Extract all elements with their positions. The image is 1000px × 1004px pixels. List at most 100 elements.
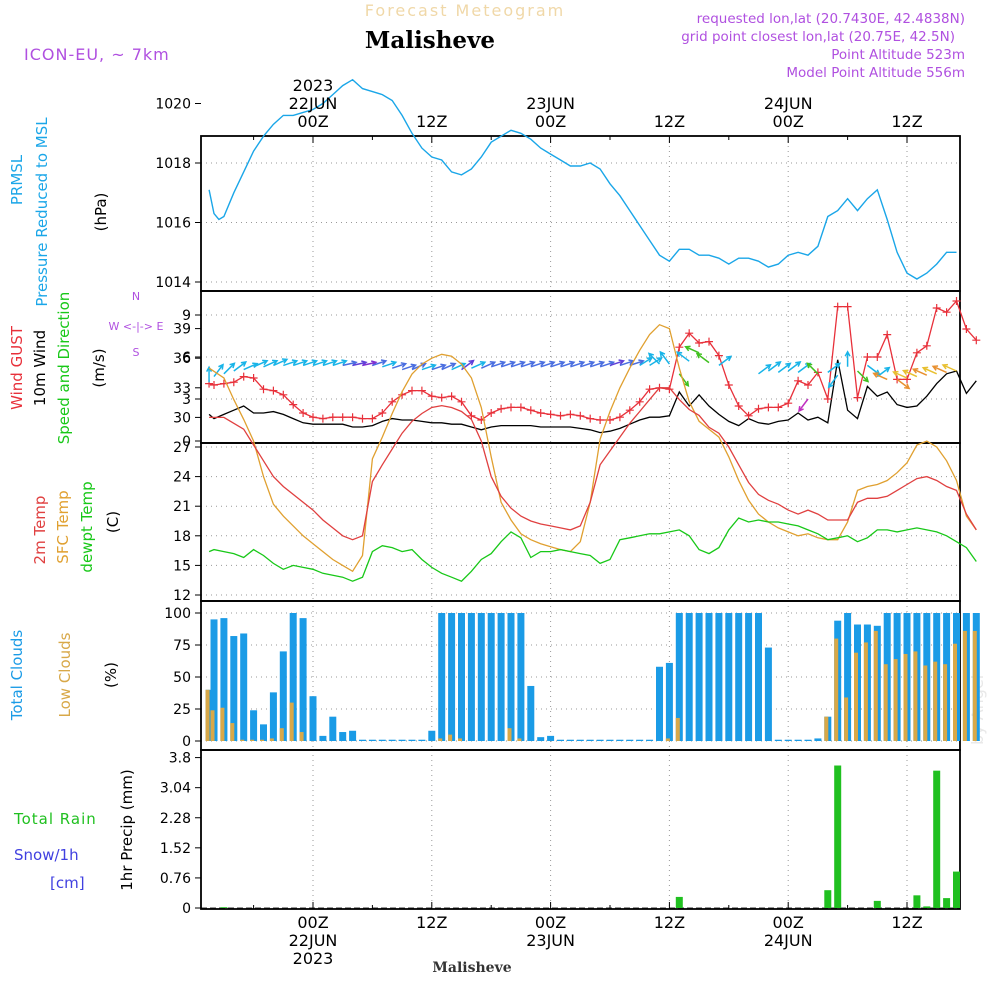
total-clouds-bar xyxy=(279,651,287,741)
wind-direction-arrow xyxy=(540,360,556,368)
total-clouds-bar xyxy=(527,685,535,741)
low-clouds-bar xyxy=(260,739,264,741)
low-clouds-bar xyxy=(933,661,938,741)
total-clouds-bar xyxy=(537,737,545,741)
total-clouds-bar xyxy=(606,739,614,741)
clouds-units: (%) xyxy=(102,662,120,688)
precip-units: 1hr Precip (mm) xyxy=(118,769,136,890)
low-clouds-bar xyxy=(220,707,225,741)
gust-marker xyxy=(507,403,515,412)
total-clouds-bar xyxy=(487,613,495,741)
top-time-label: 12Z xyxy=(416,112,447,131)
bottom-time-label: 2023 xyxy=(293,949,334,968)
compass-west-east: W <-|-> E xyxy=(109,320,164,333)
wind-direction-arrow xyxy=(263,359,279,368)
gust-marker xyxy=(883,330,892,339)
wind-direction-arrow xyxy=(580,360,596,368)
gust-marker xyxy=(625,406,634,415)
wind-speed-line xyxy=(208,359,977,434)
gust-marker xyxy=(536,409,545,417)
total-clouds-bar xyxy=(784,739,792,741)
snow-units-label: [cm] xyxy=(50,874,85,892)
2m-temp-label: 2m Temp xyxy=(31,496,49,565)
top-time-label: 23JUN xyxy=(526,94,575,113)
wind-direction-arrow xyxy=(283,359,299,367)
gust-marker xyxy=(309,413,317,422)
gust-marker xyxy=(635,397,644,406)
wind-direction-arrow xyxy=(931,365,947,374)
wind-direction-arrow xyxy=(382,360,398,368)
gust-marker xyxy=(289,400,298,409)
wind-direction-arrow xyxy=(911,368,928,376)
panel-frame xyxy=(200,135,961,292)
total-clouds-bar xyxy=(725,613,733,741)
gust-marker xyxy=(843,302,852,311)
gust-marker xyxy=(863,353,872,361)
y-tick-label: 1020 xyxy=(155,97,191,113)
gust-marker xyxy=(556,411,565,420)
y-tick-label: 1.52 xyxy=(160,841,191,857)
gust-marker xyxy=(566,410,575,419)
panel-frame xyxy=(200,442,961,602)
gust-label: Wind GUST xyxy=(8,325,26,410)
total-clouds-bar xyxy=(260,724,267,741)
wind-direction-arrow xyxy=(302,359,319,367)
gust-marker xyxy=(259,385,268,394)
wind-direction-arrow xyxy=(471,361,487,369)
bottom-time-label: 24JUN xyxy=(764,931,813,950)
gust-marker xyxy=(903,375,911,384)
wind-direction-arrow xyxy=(431,363,447,371)
gust-marker xyxy=(942,308,951,317)
total-clouds-bar xyxy=(616,739,624,741)
low-clouds-bar xyxy=(299,732,304,741)
low-clouds-bar xyxy=(923,665,928,741)
wind-direction-arrow xyxy=(213,363,224,378)
gust-marker xyxy=(714,351,723,360)
low-clouds-bar xyxy=(507,728,512,741)
total-clouds-bar xyxy=(646,739,654,741)
gust-marker xyxy=(586,414,595,423)
y-tick-label: 15 xyxy=(173,558,191,574)
rain-bar xyxy=(943,898,951,908)
wind-direction-arrow xyxy=(921,366,938,375)
y-tick-label: 33 xyxy=(173,381,191,397)
y-tick-label: 3.8 xyxy=(169,751,191,767)
y-tick-label: 3 xyxy=(182,392,191,408)
bottom-time-label: 23JUN xyxy=(526,931,575,950)
gust-marker xyxy=(922,341,931,350)
low-clouds-bar xyxy=(893,659,898,741)
top-time-label: 00Z xyxy=(297,112,328,131)
total-clouds-bar xyxy=(408,739,416,741)
total-clouds-bar xyxy=(359,739,366,741)
low-clouds-bar xyxy=(675,717,680,741)
requested-coords: requested lon,lat (20.7430E, 42.4838N) xyxy=(697,11,965,27)
gust-marker xyxy=(724,381,733,389)
total-clouds-bar xyxy=(398,739,406,741)
gust-marker xyxy=(239,372,248,381)
wind-direction-arrow xyxy=(684,345,700,354)
wind-direction-arrow xyxy=(530,360,546,368)
gust-marker xyxy=(774,403,783,412)
pressure-line xyxy=(208,78,957,280)
wind-direction-arrow xyxy=(391,362,408,369)
top-time-label: 12Z xyxy=(654,112,685,131)
wind-direction-arrow xyxy=(777,362,792,373)
wind-direction-arrow xyxy=(647,352,661,365)
low-clouds-bar xyxy=(210,710,215,741)
wind-direction-arrow xyxy=(550,360,566,368)
low-clouds-bar xyxy=(903,653,908,741)
gust-marker xyxy=(378,409,387,417)
wind-direction-arrow xyxy=(510,360,526,368)
wind-direction-arrow xyxy=(659,350,670,365)
wind-direction-arrow xyxy=(570,360,586,368)
low-clouds-bar xyxy=(834,638,839,741)
bottom-time-label: 00Z xyxy=(773,913,804,932)
dewpt-label: dewpt Temp xyxy=(78,481,96,572)
gust-marker xyxy=(576,411,585,420)
total-clouds-bar xyxy=(675,613,683,741)
low-clouds-label: Low Clouds xyxy=(56,632,74,717)
total-clouds-bar xyxy=(299,618,307,741)
wind-direction-arrow xyxy=(253,359,269,368)
low-clouds-bar xyxy=(943,664,948,741)
